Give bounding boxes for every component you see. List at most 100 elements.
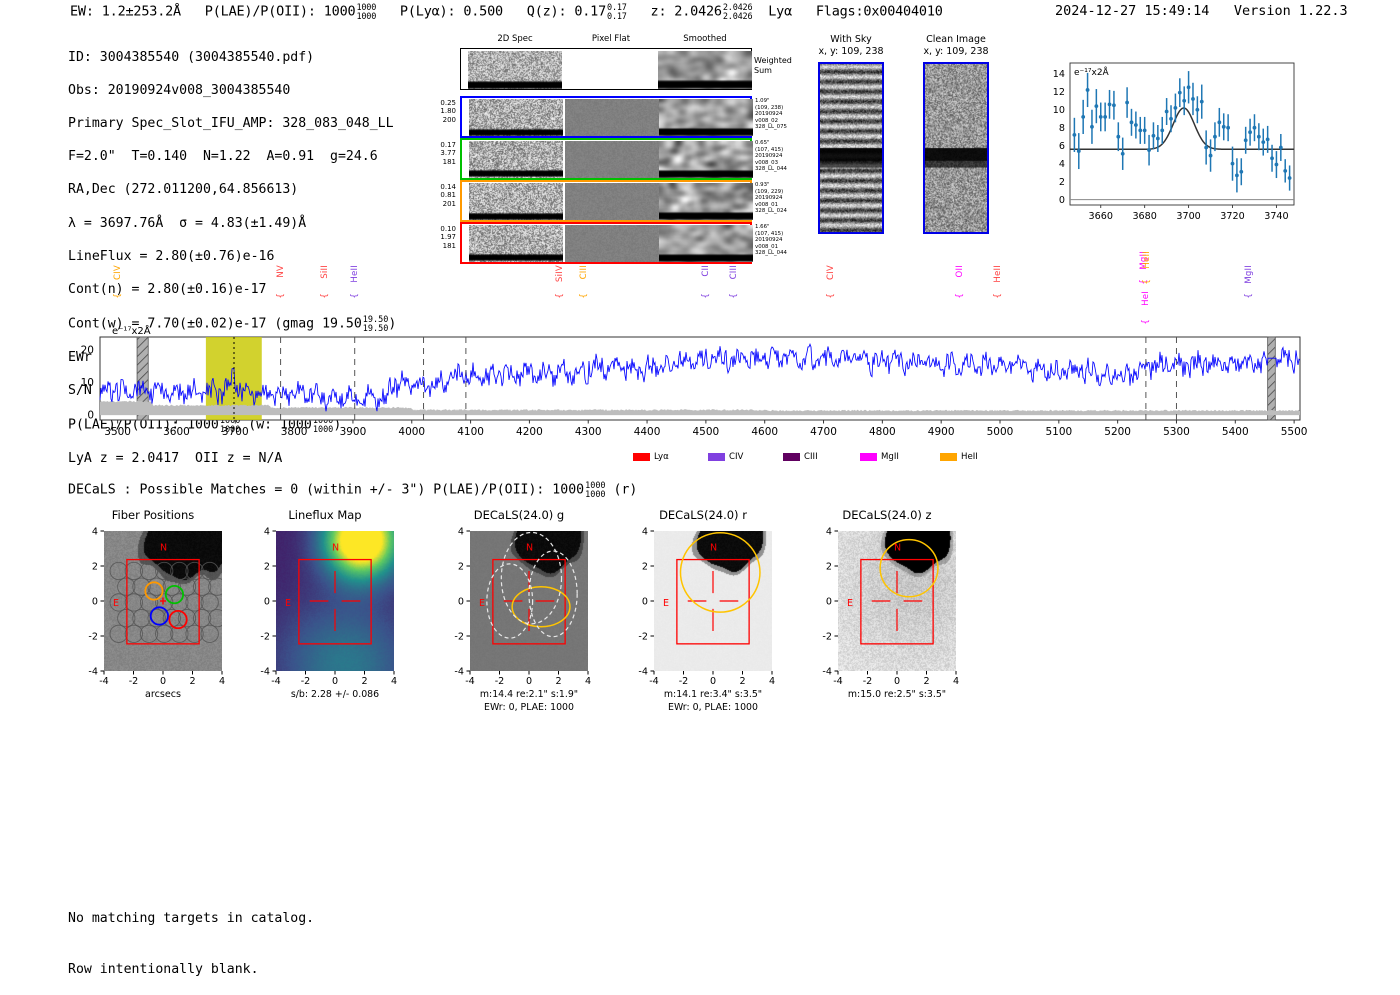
emission-brace-8: { (825, 293, 836, 299)
info-seeing: F=2.0" T=0.140 N=1.22 A=0.91 g=24.6 (68, 149, 378, 165)
legend-label-CIV: CIV (729, 452, 744, 462)
emission-brace-4: { (555, 293, 565, 299)
sky-image-clean-image (923, 62, 989, 234)
svg-text:2: 2 (739, 676, 745, 687)
cutout-overlay-0: NE (109, 542, 222, 645)
header-z-fraction: 2.0426 2.0426 (722, 3, 753, 22)
emission-brace-9: { (955, 293, 965, 299)
sky-coords-clean-image: x, y: 109, 238 (923, 46, 989, 57)
svg-text:10: 10 (1053, 105, 1065, 116)
legend-swatch-CIII (783, 453, 800, 461)
full-spectrum-plot: 0 10 20 3500 3600 3700 3800 3900 4000 4100 4200 430… (60, 251, 1310, 462)
cutout-caption-1: s/b: 2.28 +/- 0.086 (290, 689, 380, 700)
compass-east-4: E (847, 598, 853, 609)
compass-east-2: E (479, 598, 485, 609)
spec2d-fiber-pixelflat-image-2 (565, 183, 659, 220)
timestamp: 2024-12-27 15:49:14 (1055, 3, 1210, 19)
header-ew: EW: 1.2±253.2Å (70, 3, 181, 20)
svg-text:0: 0 (826, 596, 832, 607)
spectrum-trace (99, 342, 1301, 412)
cutout-image-3 (654, 531, 772, 671)
spectrum-yunit-label: e⁻¹⁷x2Å (112, 324, 151, 337)
legend-swatch-MgII (860, 453, 877, 461)
svg-text:-2: -2 (495, 676, 505, 687)
info-plae-w-fraction: 1000 1000 (312, 416, 334, 435)
spec2d-fiber-right-labels-0: 1.09" (109, 238) 20190924 v008_02 328_LL… (755, 98, 787, 131)
spec2d-fiber-2dspec-image-3 (469, 225, 563, 262)
cutout-image-1 (276, 531, 394, 671)
cutout-panel-2: DECaLS(24.0) g N E 4 2 0 -2 -4 -4 -2 0 2 4 m:14.4 re:… (430, 508, 608, 718)
spec2d-fiber-2dspec-image-0 (469, 99, 563, 136)
info-cont-w: Cont(w) = 7.70(±0.02)e-17 (gmag 19.50 19.… (68, 315, 397, 334)
info-gmag-fraction: 19.50 19.50 (362, 315, 389, 334)
masked-band-1 (1267, 336, 1276, 421)
decals-header: DECaLS : Possible Matches = 0 (within +/… (68, 481, 638, 499)
cutout-panel-4: DECaLS(24.0) z N E 4 2 0 -2 -4 -4 -2 0 2 4 m:15.0 re:… (798, 508, 976, 718)
svg-text:6: 6 (1059, 141, 1065, 152)
svg-text:-4: -4 (649, 676, 659, 687)
spec2d-column-header-1: Pixel Flat (591, 34, 631, 44)
sky-coords-with-sky: x, y: 109, 238 (818, 46, 884, 57)
svg-text:2: 2 (189, 676, 195, 687)
svg-text:3800: 3800 (281, 426, 308, 438)
gaussian-fit-curve (1070, 107, 1294, 151)
svg-text:-2: -2 (863, 676, 873, 687)
svg-text:14: 14 (1053, 69, 1065, 80)
compass-north-2: N (526, 542, 533, 553)
spec2d-column-header-2: Smoothed (683, 34, 727, 44)
cutout-panel-0: Fiber Positions N E 4 2 0 -2 -4 -4 -2 0 2 4 arcsecs (64, 508, 242, 718)
svg-text:4400: 4400 (634, 426, 661, 438)
svg-text:-4: -4 (465, 676, 475, 687)
svg-text:4: 4 (769, 676, 775, 687)
svg-text:-2: -2 (679, 676, 689, 687)
header-plae-label: P(LAE)/P(OII): 1000 (204, 3, 356, 20)
spec2d-fiber-left-labels-3: 0.10 1.97 181 (440, 225, 456, 250)
svg-text:3660: 3660 (1089, 211, 1113, 222)
svg-text:-2: -2 (260, 631, 270, 642)
sky-title-text-with-sky: With Sky (830, 34, 872, 45)
cutout-panel-1: Lineflux Map N E 4 2 0 -2 -4 -4 -2 0 2 4 s/b: 2.28 +/… (236, 508, 414, 718)
emission-label-MgII-14: MgII (1244, 265, 1255, 284)
svg-text:2: 2 (555, 676, 561, 687)
svg-text:2: 2 (361, 676, 367, 687)
svg-text:-4: -4 (454, 666, 464, 677)
svg-text:5000: 5000 (987, 426, 1014, 438)
decals-header-tail: (r) (613, 482, 638, 498)
info-lineflux: LineFlux = 2.80(±0.76)e-16 (68, 248, 275, 264)
cutout-axes-2: 4 2 0 -2 -4-4 -2 0 2 4 (454, 526, 591, 687)
sky-image-with-sky (818, 62, 884, 234)
fiber-highlight-circle-2 (149, 606, 169, 626)
svg-text:8: 8 (1059, 123, 1065, 134)
cutout-caption-3: m:14.1 re:3.4" s:3.5" (663, 689, 763, 700)
spec2d-fiber-right-labels-3: 1.66" (107, 415) 20190924 v008_01 328_LL… (755, 224, 787, 257)
cutout-panel-3: DECaLS(24.0) r N E 4 2 0 -2 -4 -4 -2 0 2 4 m:14.1 re:… (614, 508, 792, 718)
info-radec: RA,Dec (272.011200,64.856613) (68, 182, 299, 198)
noise-floor-band (100, 400, 1300, 416)
cutout-overlay-1: NE (285, 542, 372, 645)
svg-text:-2: -2 (301, 676, 311, 687)
svg-text:20: 20 (81, 345, 94, 357)
svg-text:4900: 4900 (928, 426, 955, 438)
spec2d-fiber-left-labels-1: 0.17 3.77 181 (440, 141, 456, 166)
svg-text:4200: 4200 (516, 426, 543, 438)
svg-text:0: 0 (894, 676, 900, 687)
emission-label-CIII-7: CIII (728, 265, 739, 280)
svg-text:4800: 4800 (869, 426, 896, 438)
cutout-axes-3: 4 2 0 -2 -4-4 -2 0 2 4 (638, 526, 775, 687)
spec2d-fiber-smoothed-image-0 (659, 99, 753, 136)
svg-text:5400: 5400 (1222, 426, 1249, 438)
svg-text:4: 4 (585, 676, 591, 687)
svg-text:-4: -4 (822, 666, 832, 677)
emission-label-NV-1: NV (275, 265, 286, 278)
spec2d-fiber-left-labels-0: 0.25 1.80 200 (440, 99, 456, 124)
compass-north-0: N (160, 542, 167, 553)
svg-text:4: 4 (219, 676, 225, 687)
svg-text:3700: 3700 (1176, 211, 1200, 222)
spec2d-fiber-2dspec-image-2 (469, 183, 563, 220)
fit-plot-yunit-label: e⁻¹⁷x2Å (1074, 66, 1110, 78)
header-flags: Flags:0x00404010 (815, 3, 943, 20)
emission-label-HeII-10: HeII (993, 265, 1004, 283)
spec2d-panel: 2D Spec Pixel Flat Smoothed Weighted Sum 0.2… (440, 34, 792, 264)
svg-text:4000: 4000 (398, 426, 425, 438)
svg-text:4600: 4600 (751, 426, 778, 438)
